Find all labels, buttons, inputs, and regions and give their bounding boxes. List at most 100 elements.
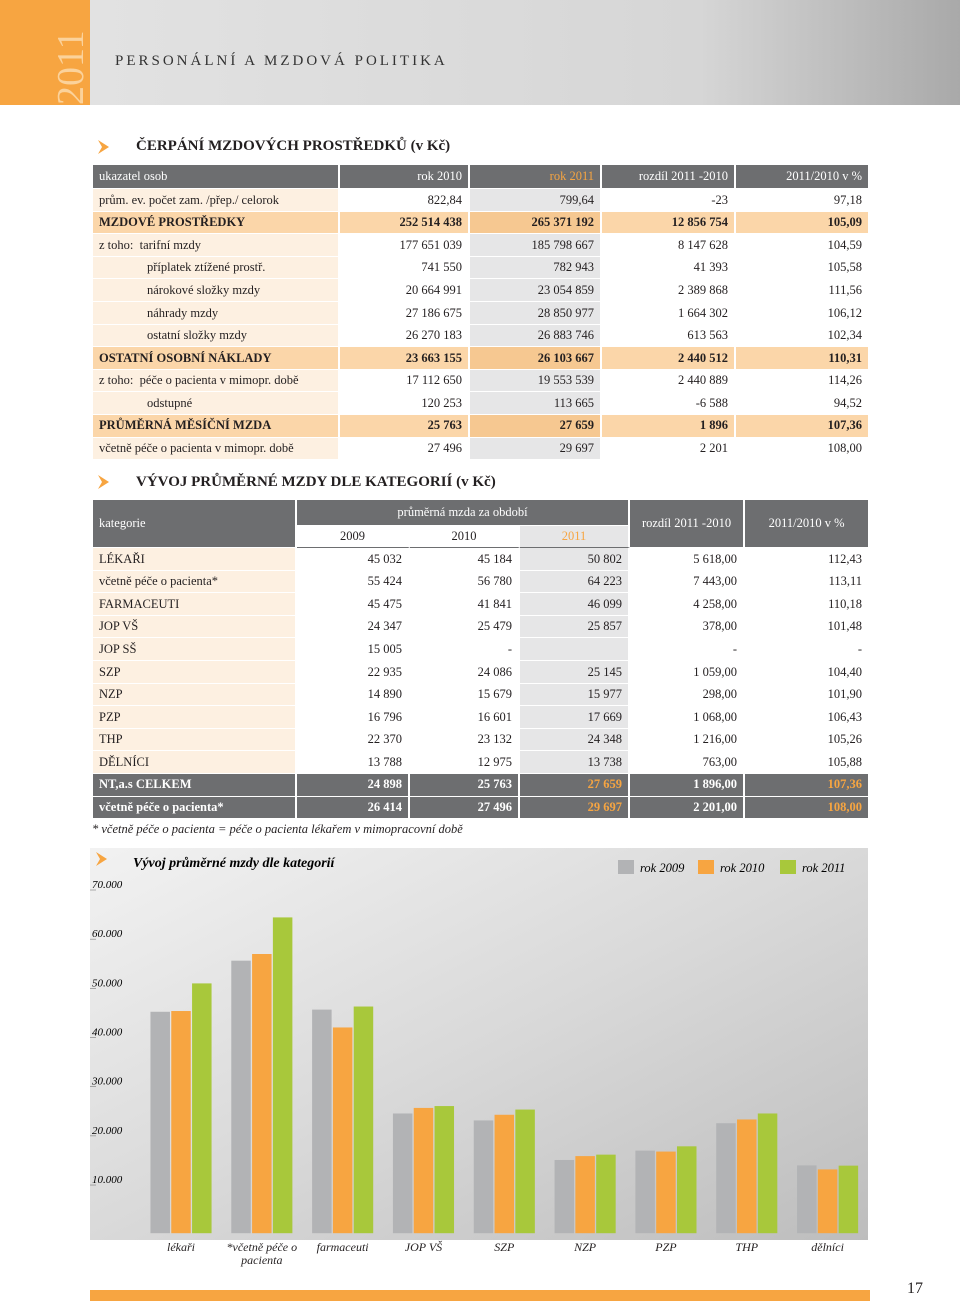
table-cell: -6 588 bbox=[602, 392, 736, 415]
x-tick-label: NZP bbox=[574, 1240, 597, 1254]
table-cell: 24 348 bbox=[520, 728, 631, 752]
table-row: z toho: péče o pacienta v mimopr. době 17… bbox=[93, 369, 870, 393]
table-cell: PRŮMĚRNÁ MĚSÍČNÍ MZDA bbox=[93, 414, 340, 438]
table-cell: 41 393 bbox=[602, 256, 736, 280]
table-cell: 19 553 539 bbox=[470, 369, 602, 393]
table-cell: 26 270 183 bbox=[340, 324, 470, 348]
legend-swatch bbox=[618, 860, 634, 874]
footer-band bbox=[90, 1290, 870, 1301]
bar bbox=[272, 917, 293, 1234]
table-cell: 110,31 bbox=[736, 347, 870, 370]
bar bbox=[797, 1165, 817, 1234]
table-cell: 25 763 bbox=[340, 414, 470, 438]
bar bbox=[353, 1006, 374, 1234]
y-tick-label: 30.000 bbox=[91, 1076, 123, 1088]
table-cell: 7 443,00 bbox=[630, 570, 746, 594]
table-cell: 22 370 bbox=[297, 728, 410, 752]
table-cell: 64 223 bbox=[520, 570, 631, 594]
table-cell bbox=[520, 638, 631, 661]
table-cell: 25 145 bbox=[520, 660, 631, 684]
table-row: prům. ev. počet zam. /přep./ celorok 822,… bbox=[93, 189, 870, 212]
column-header: 2009 bbox=[297, 526, 410, 548]
table-cell: 107,36 bbox=[745, 773, 871, 797]
table-cell: 177 651 039 bbox=[340, 234, 470, 257]
table-cell: 20 664 991 bbox=[340, 279, 470, 302]
table-cell: 26 414 bbox=[297, 796, 410, 820]
table-row: příplatek ztížené prostř. 741 550 782 943 4… bbox=[93, 256, 870, 280]
column-header: ukazatel osob bbox=[93, 165, 340, 189]
table-cell: 13 738 bbox=[520, 751, 631, 774]
table-cell: -23 bbox=[602, 189, 736, 212]
footnote: * včetně péče o pacienta = péče o pacien… bbox=[92, 822, 463, 836]
x-tick-label: JOP VŠ bbox=[404, 1240, 443, 1254]
table-row: NT,a.s CELKEM 24 898 25 763 27 659 1 896,00 1… bbox=[93, 773, 871, 797]
bar bbox=[312, 1009, 332, 1234]
column-header: rok 2011 bbox=[470, 165, 602, 189]
table-row: JOP VŠ 24 347 25 479 25 857 378,00 101,48 bbox=[93, 615, 871, 639]
table-cell: 24 086 bbox=[410, 660, 520, 684]
table-cell: SZP bbox=[93, 660, 297, 684]
table-cell: 27 186 675 bbox=[340, 301, 470, 325]
table-cell: 106,12 bbox=[736, 301, 870, 325]
y-tick-label: 50.000 bbox=[92, 977, 123, 989]
column-header: 2011 bbox=[520, 526, 631, 548]
table-cell: 25 763 bbox=[410, 773, 520, 797]
table-cell: včetně péče o pacienta v mimopr. době bbox=[93, 437, 340, 461]
bar bbox=[494, 1114, 515, 1234]
table-cell: 41 841 bbox=[410, 593, 520, 616]
table-cell: 22 935 bbox=[297, 660, 410, 684]
table-cell: 613 563 bbox=[602, 324, 736, 348]
table-cell: nárokové složky mzdy bbox=[93, 279, 340, 302]
table-cell: 265 371 192 bbox=[470, 211, 602, 235]
y-tick-label: 20.000 bbox=[92, 1125, 123, 1137]
bar bbox=[150, 1011, 170, 1234]
table-cell: - bbox=[630, 638, 746, 661]
table-row: ostatní složky mzdy 26 270 183 26 883 746 6… bbox=[93, 324, 870, 348]
table-cell: z toho: tarifní mzdy bbox=[93, 234, 340, 257]
table-cell: 24 898 bbox=[297, 773, 410, 797]
table-cell: JOP SŠ bbox=[93, 638, 297, 661]
table-cell: 29 697 bbox=[520, 796, 631, 820]
header-row: kategorie průměrná mzda za období rozdíl 2… bbox=[93, 500, 871, 548]
bar bbox=[231, 960, 251, 1234]
bar bbox=[171, 1011, 191, 1234]
table-cell: 97,18 bbox=[736, 189, 870, 212]
page-number: 17 bbox=[907, 1280, 923, 1297]
table-row: náhrady mzdy 27 186 675 28 850 977 1 664 30… bbox=[93, 301, 870, 325]
x-tick-label: *včetně péče o pacienta bbox=[226, 1240, 298, 1267]
table-row: z toho: tarifní mzdy 177 651 039 185 798 6… bbox=[93, 234, 870, 257]
section-title: VÝVOJ PRŮMĚRNÉ MZDY DLE KATEGORIÍ (v Kč) bbox=[136, 474, 496, 490]
table-cell: 26 883 746 bbox=[470, 324, 602, 348]
bar bbox=[575, 1156, 595, 1234]
table-row: FARMACEUTI 45 475 41 841 46 099 4 258,00 110,… bbox=[93, 593, 871, 616]
table-cell: 16 601 bbox=[410, 706, 520, 729]
y-tick-label: 40.000 bbox=[92, 1027, 123, 1039]
bar bbox=[838, 1165, 859, 1234]
table-cell: 105,26 bbox=[745, 728, 871, 752]
table-cell: 23 132 bbox=[410, 728, 520, 752]
table-cell: 378,00 bbox=[630, 615, 746, 639]
table-cell: 2 440 889 bbox=[602, 369, 736, 393]
table-cell: 26 103 667 bbox=[470, 347, 602, 370]
table-cell: 29 697 bbox=[470, 437, 602, 461]
column-header: 2010 bbox=[410, 526, 520, 548]
table-cell: 105,09 bbox=[736, 211, 870, 235]
table-cell: OSTATNÍ OSOBNÍ NÁKLADY bbox=[93, 347, 340, 370]
table-cell: 4 258,00 bbox=[630, 593, 746, 616]
table-cell: 25 479 bbox=[410, 615, 520, 639]
table-cell: 45 032 bbox=[297, 548, 410, 571]
table-cell: 185 798 667 bbox=[470, 234, 602, 257]
table-cell: THP bbox=[93, 728, 297, 752]
table-row: odstupné 120 253 113 665 -6 588 94,52 bbox=[93, 392, 870, 415]
table-cell: včetně péče o pacienta* bbox=[93, 796, 297, 820]
table-cell: 27 496 bbox=[410, 796, 520, 820]
table-cell: 101,90 bbox=[745, 683, 871, 707]
table-cell: 23 663 155 bbox=[340, 347, 470, 370]
legend-label: rok 2011 bbox=[802, 861, 845, 875]
table-cell: 50 802 bbox=[520, 548, 631, 571]
header-row: ukazatel osob rok 2010 rok 2011 rozdíl 2011… bbox=[93, 165, 870, 189]
legend-swatch bbox=[698, 860, 714, 874]
table-cell: 45 475 bbox=[297, 593, 410, 616]
table-cell: 2 440 512 bbox=[602, 347, 736, 370]
table-cell: příplatek ztížené prostř. bbox=[93, 256, 340, 280]
